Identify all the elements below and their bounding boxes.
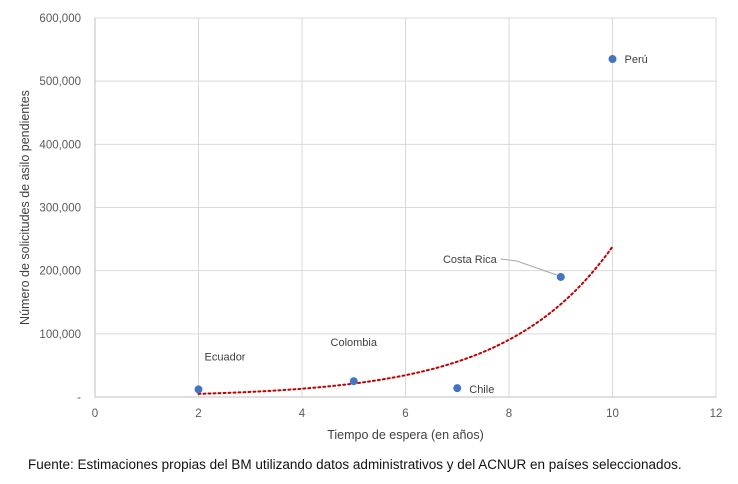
data-point-label: Chile [469, 384, 494, 396]
data-point [349, 377, 358, 386]
data-point [194, 385, 203, 394]
data-point-label: Colombia [331, 337, 378, 349]
y-axis-title: Número de solicitudes de asilo pendiente… [18, 90, 32, 325]
data-point-label: Perú [625, 54, 648, 66]
y-tick-label: 600,000 [39, 13, 81, 25]
x-tick-label: 2 [195, 408, 201, 420]
exponential-trendline [197, 245, 614, 395]
data-point [453, 384, 462, 393]
y-tick-label: 300,000 [39, 203, 81, 215]
data-point-label: Costa Rica [443, 254, 498, 266]
data-point-label: Ecuador [205, 351, 246, 363]
x-tick-label: 12 [710, 408, 723, 420]
x-tick-label: 4 [299, 408, 306, 420]
x-axis-title: Tiempo de espera (en años) [327, 428, 484, 442]
data-point [608, 55, 617, 64]
y-tick-label: 100,000 [39, 329, 81, 341]
source-note: Fuente: Estimaciones propias del BM util… [28, 457, 682, 472]
x-tick-label: 6 [402, 408, 408, 420]
x-tick-label: 10 [606, 408, 619, 420]
y-tick-label: - [77, 392, 81, 404]
scatter-chart-svg: - 100,000 200,000 300,000 400,000 500,000 600,… [18, 13, 723, 442]
y-tick-label: 200,000 [39, 266, 81, 278]
data-point [556, 272, 565, 281]
y-tick-label: 400,000 [39, 139, 81, 151]
x-tick-label: 8 [506, 408, 512, 420]
x-tick-label: 0 [92, 408, 98, 420]
label-leader-line [500, 258, 557, 276]
y-tick-label: 500,000 [39, 76, 81, 88]
